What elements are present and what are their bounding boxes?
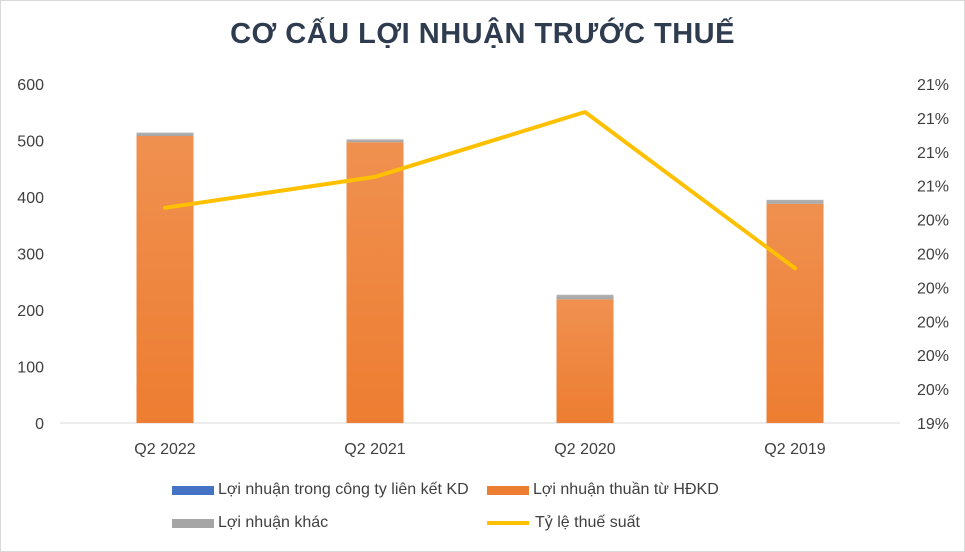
y2-tick-label: 20% [917, 314, 949, 331]
legend-label-tax-rate: Tỷ lệ thuế suất [535, 514, 640, 531]
bar-q2-2021-series-1 [346, 142, 404, 423]
y2-tick-label: 20% [917, 280, 949, 297]
y-tick-label: 400 [17, 190, 44, 207]
y2-tick-label: 20% [917, 348, 949, 365]
y2-tick-label: 21% [917, 111, 949, 128]
y2-tick-label: 20% [917, 213, 949, 230]
bar-q2-2021-series-2 [346, 139, 404, 143]
legend-swatch-other-profit [172, 518, 214, 528]
x-tick-label: Q2 2019 [764, 441, 825, 458]
bar-q2-2019-series-2 [766, 199, 824, 204]
legend-label-other-profit: Lợi nhuận khác [218, 514, 329, 531]
bar-q2-2022-series-2 [136, 132, 194, 136]
bar-q2-2019-series-1 [766, 203, 824, 423]
x-tick-label: Q2 2022 [134, 441, 195, 458]
legend-item-other-profit: Lợi nhuận khác [172, 514, 328, 532]
y2-tick-label: 21% [917, 77, 949, 94]
bar-q2-2022-series-1 [136, 135, 194, 424]
y2-tick-label: 19% [917, 416, 949, 433]
y2-tick-label: 20% [917, 247, 949, 264]
y2-tick-label: 20% [917, 382, 949, 399]
legend-swatch-tax-rate [487, 521, 529, 525]
legend-label-associates: Lợi nhuận trong công ty liên kết KD [218, 481, 469, 498]
y-tick-label: 100 [17, 360, 44, 377]
bar-q2-2020-series-1 [556, 299, 614, 423]
y2-tick-label: 21% [917, 145, 949, 162]
legend-label-operating-profit: Lợi nhuận thuần từ HĐKD [533, 481, 719, 498]
y2-tick-label: 21% [917, 179, 949, 196]
x-tick-label: Q2 2020 [554, 441, 615, 458]
tax-rate-line [163, 110, 797, 271]
legend-item-tax-rate: Tỷ lệ thuế suất [487, 514, 640, 532]
y-tick-label: 500 [17, 134, 44, 151]
legend-swatch-associates [172, 485, 214, 495]
y-tick-label: 600 [17, 77, 44, 94]
bar-q2-2020-series-2 [556, 294, 614, 300]
chart-title: CƠ CẤU LỢI NHUẬN TRƯỚC THUẾ [230, 18, 735, 50]
y-tick-label: 300 [17, 247, 44, 264]
legend-swatch-operating-profit [487, 485, 529, 495]
legend-item-associates: Lợi nhuận trong công ty liên kết KD [172, 481, 469, 499]
legend-item-operating-profit: Lợi nhuận thuần từ HĐKD [487, 481, 719, 499]
x-tick-label: Q2 2021 [344, 441, 405, 458]
y-tick-label: 200 [17, 303, 44, 320]
y-tick-label: 0 [35, 416, 44, 433]
